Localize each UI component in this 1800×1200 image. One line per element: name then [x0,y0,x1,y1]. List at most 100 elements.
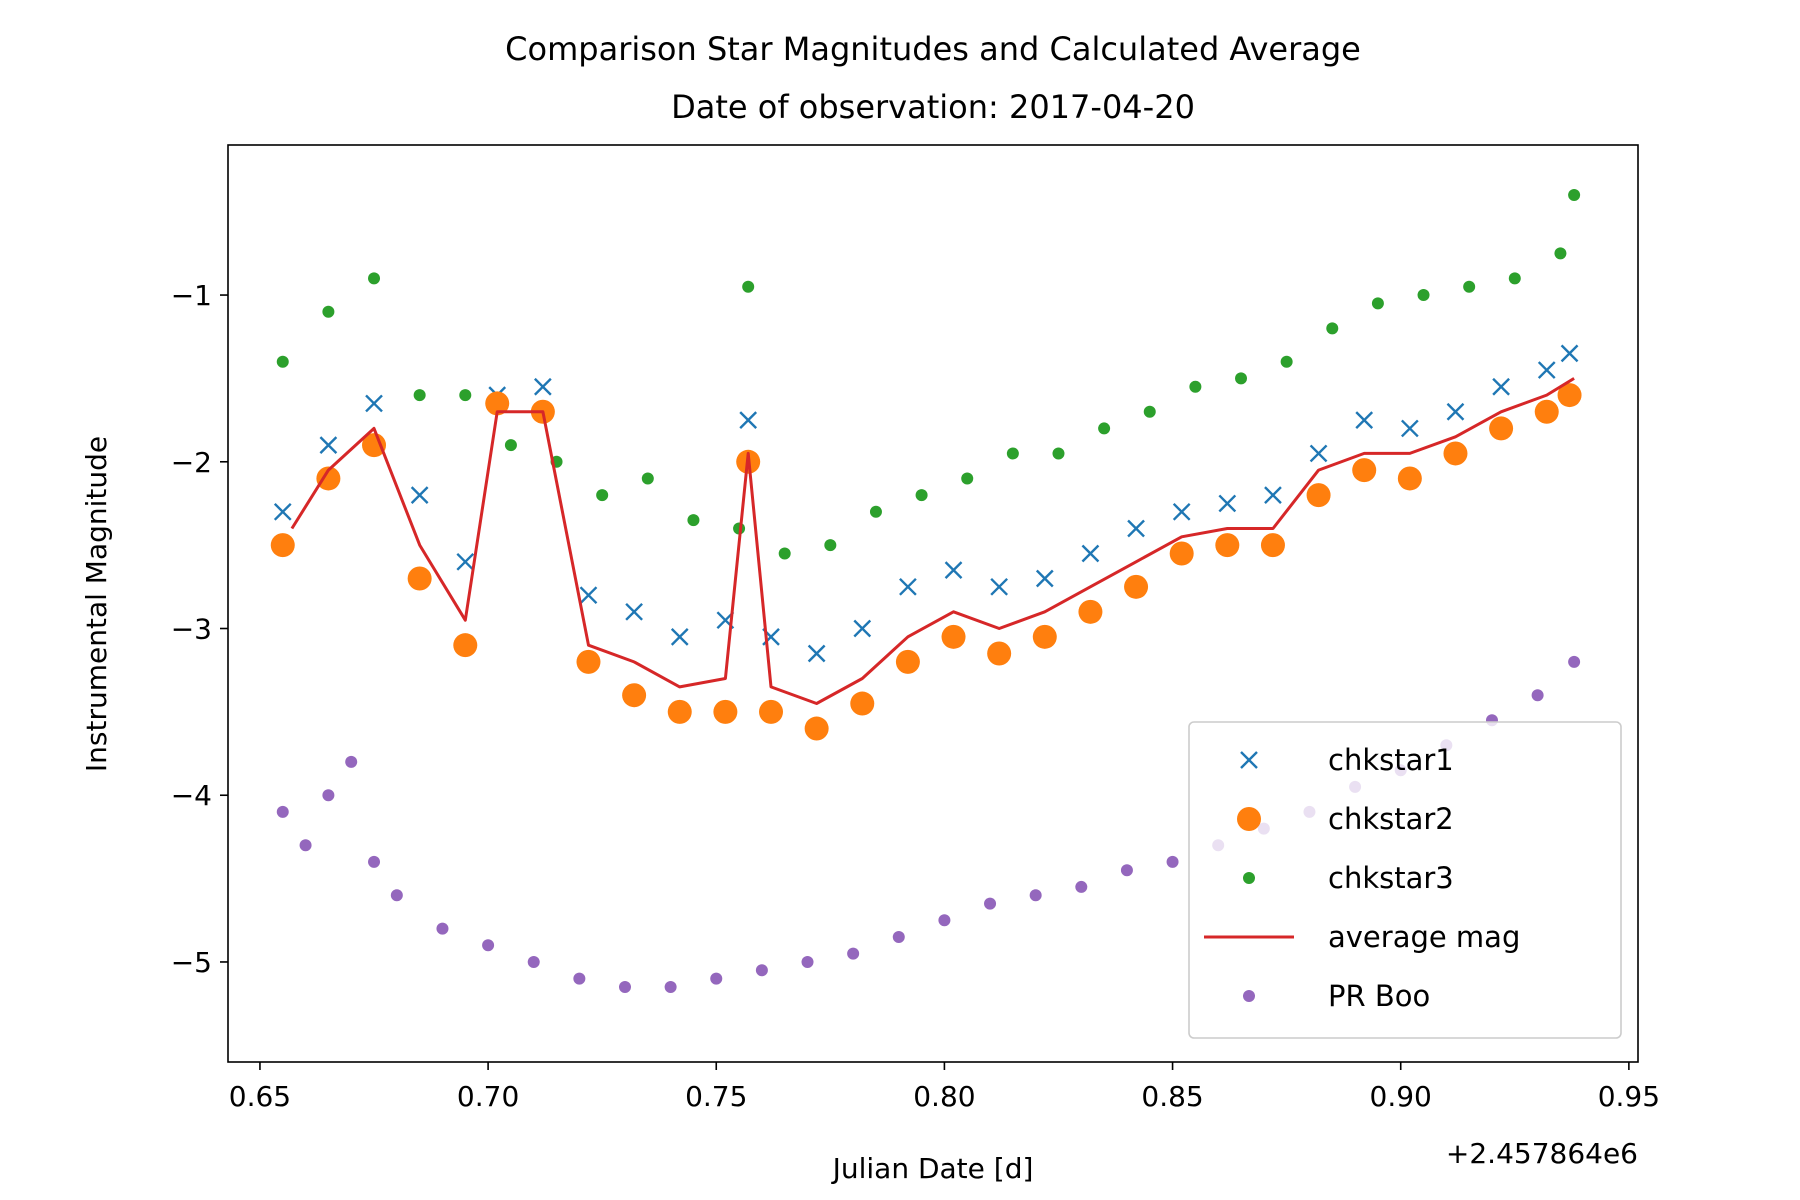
data-point-chkstar2 [270,533,295,558]
y-tick-label: −1 [171,279,212,312]
x-tick-label: 0.90 [1370,1080,1432,1113]
data-point-pr-boo [390,889,403,902]
data-point-chkstar3 [1508,272,1521,285]
x-axis-label: Julian Date [d] [831,1152,1034,1185]
data-point-chkstar1 [1309,444,1328,463]
data-point-chkstar2 [713,699,738,724]
data-point-chkstar2 [1534,399,1559,424]
x-tick-label: 0.95 [1598,1080,1660,1113]
data-point-chkstar2 [485,391,510,416]
data-point-chkstar2 [895,649,920,674]
data-point-chkstar2 [1352,458,1377,483]
data-point-chkstar1 [579,586,598,605]
data-point-pr-boo [1120,864,1133,877]
data-point-chkstar1 [1537,361,1556,379]
y-tick-label: −5 [171,946,212,979]
y-tick-label: −4 [171,779,212,812]
data-point-chkstar2 [1169,541,1194,566]
data-point-pr-boo [345,755,358,768]
y-axis-ticks: −1 −2 −3 −4 −5 [171,279,228,979]
data-point-chkstar2 [453,633,478,658]
data-point-chkstar2 [850,691,875,716]
data-point-chkstar3 [1554,247,1567,260]
legend-entry-chkstar2: chkstar2 [1237,802,1454,836]
data-point-chkstar1 [1081,544,1100,563]
plot-frame [227,144,1639,1063]
data-point-pr-boo [892,930,905,943]
data-point-chkstar3 [869,505,882,518]
data-point-chkstar2 [1397,466,1422,491]
data-point-chkstar3 [1098,422,1111,435]
data-point-chkstar3 [824,539,837,552]
chart-subtitle: Date of observation: 2017-04-20 [671,88,1195,126]
data-point-chkstar1 [1264,486,1282,504]
data-point-chkstar1 [807,644,826,663]
data-point-chkstar3 [1326,322,1339,335]
data-point-chkstar3 [276,355,289,368]
y-tick-label: −3 [171,613,212,646]
data-point-pr-boo [482,939,495,952]
data-point-chkstar3 [1006,447,1019,460]
data-point-chkstar2 [1557,383,1582,408]
data-point-chkstar2 [576,649,601,674]
data-point-chkstar2 [362,433,387,458]
data-point-chkstar1 [1400,419,1419,438]
y-tick-label: −2 [171,446,212,479]
data-point-chkstar1 [990,577,1009,596]
legend-entry-chkstar3: chkstar3 [1243,861,1454,895]
data-point-chkstar3 [961,472,974,485]
x-tick-label: 0.75 [685,1080,747,1113]
series-line-average-mag [290,377,1575,705]
data-point-chkstar1 [1218,494,1237,513]
legend-swatch [1243,990,1255,1002]
data-point-chkstar1 [273,502,292,521]
data-point-chkstar3 [778,547,791,560]
legend-swatch [1243,872,1255,884]
data-point-pr-boo [299,839,312,852]
data-point-chkstar3 [1235,372,1248,385]
legend-entry-chkstar1: chkstar1 [1240,743,1454,777]
data-point-chkstar1 [739,411,758,429]
data-point-chkstar2 [941,624,966,649]
x-tick-label: 0.65 [229,1080,291,1113]
series-chkstar2 [270,383,1582,741]
x-tick-label: 0.70 [457,1080,519,1113]
legend-label: PR Boo [1328,979,1430,1013]
data-point-chkstar1 [1446,402,1465,421]
x-tick-label: 0.85 [1141,1080,1203,1113]
legend-entry-average-mag: average mag [1204,920,1520,954]
chart-title: Comparison Star Magnitudes and Calculate… [505,30,1361,68]
data-point-chkstar2 [759,699,784,724]
data-point-chkstar1 [410,486,429,504]
data-point-chkstar3 [1371,297,1384,310]
data-point-chkstar1 [625,602,643,621]
data-point-chkstar3 [459,389,472,402]
data-point-chkstar3 [687,514,700,527]
series-average-mag [290,377,1575,705]
series-chkstar3 [276,189,1581,560]
data-point-chkstar3 [742,280,755,293]
data-point-pr-boo [664,980,677,993]
data-point-chkstar3 [1189,380,1202,393]
data-point-chkstar3 [1568,189,1581,202]
data-point-chkstar3 [368,272,381,285]
data-point-chkstar2 [987,641,1012,666]
data-point-chkstar1 [1492,377,1510,396]
data-point-chkstar2 [1032,624,1057,649]
data-point-chkstar3 [504,439,517,452]
data-point-pr-boo [1166,855,1179,868]
data-point-pr-boo [1531,689,1544,702]
legend-label: chkstar3 [1328,861,1454,895]
data-point-chkstar3 [1280,355,1293,368]
x-axis-offset-label: +2.457864e6 [1446,1137,1638,1170]
legend-box [1188,721,1622,1039]
data-point-chkstar1 [319,436,338,454]
data-point-pr-boo [755,964,768,977]
x-axis-ticks: 0.65 0.70 0.75 0.80 0.85 0.90 0.95 [229,1062,1660,1113]
data-point-chkstar2 [316,466,341,491]
y-axis-label: Instrumental Magnitude [80,436,113,772]
data-point-pr-boo [276,805,289,818]
data-point-chkstar1 [365,394,383,413]
data-point-chkstar1 [1172,502,1191,521]
